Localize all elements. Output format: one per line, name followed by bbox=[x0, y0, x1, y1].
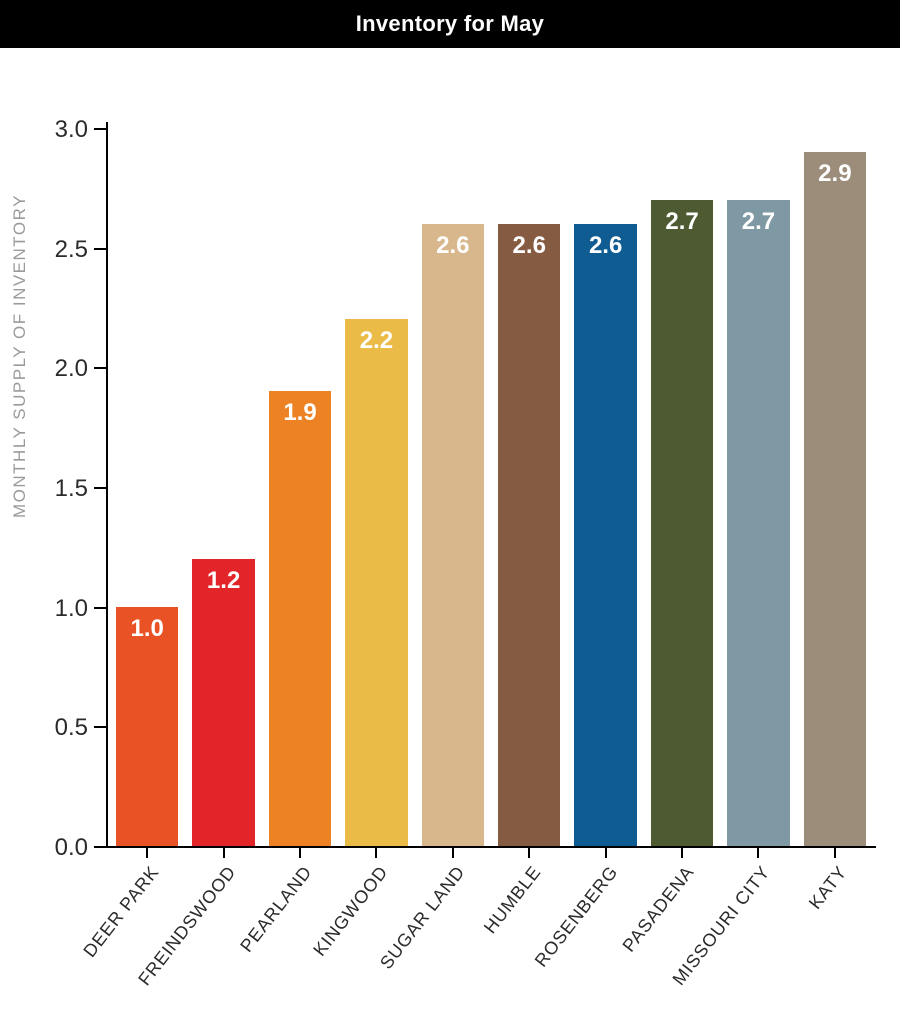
y-tick bbox=[94, 487, 106, 489]
y-tick bbox=[94, 846, 106, 848]
bar-slot: 2.6 bbox=[574, 128, 636, 846]
bar: 1.9 bbox=[269, 391, 331, 846]
bar: 2.9 bbox=[804, 152, 866, 846]
bar-value-label: 1.0 bbox=[131, 615, 164, 643]
x-tick bbox=[757, 848, 759, 858]
bar-slot: 1.9 bbox=[269, 128, 331, 846]
x-tick bbox=[146, 848, 148, 858]
x-axis-label: KATY bbox=[805, 862, 852, 913]
bar: 2.6 bbox=[422, 224, 484, 846]
y-tick-label: 2.0 bbox=[55, 355, 88, 383]
bar: 1.0 bbox=[116, 607, 178, 846]
bar: 2.7 bbox=[651, 200, 713, 846]
x-tick bbox=[528, 848, 530, 858]
y-tick bbox=[94, 367, 106, 369]
x-axis-label: DEER PARK bbox=[80, 862, 164, 962]
y-tick bbox=[94, 607, 106, 609]
bar-slot: 2.6 bbox=[498, 128, 560, 846]
bar: 2.6 bbox=[498, 224, 560, 846]
bar-value-label: 2.2 bbox=[360, 327, 393, 355]
bar-value-label: 2.7 bbox=[742, 208, 775, 236]
y-tick-label: 1.5 bbox=[55, 475, 88, 503]
bar-value-label: 1.9 bbox=[283, 399, 316, 427]
bar-value-label: 2.6 bbox=[436, 232, 469, 260]
x-label-slot: KATY bbox=[804, 858, 866, 1018]
x-tick bbox=[223, 848, 225, 858]
bar: 2.7 bbox=[727, 200, 789, 846]
y-tick bbox=[94, 248, 106, 250]
bar-value-label: 2.6 bbox=[589, 232, 622, 260]
chart-container: MONTHLY SUPPLY OF INVENTORY 0.0 0.5 1.0 1.5… bbox=[0, 48, 900, 1026]
bar-value-label: 2.6 bbox=[513, 232, 546, 260]
y-tick bbox=[94, 128, 106, 130]
x-tick bbox=[375, 848, 377, 858]
y-axis-label: MONTHLY SUPPLY OF INVENTORY bbox=[10, 194, 30, 518]
bar: 1.2 bbox=[192, 559, 254, 846]
bar-slot: 2.9 bbox=[804, 128, 866, 846]
bar-slot: 1.0 bbox=[116, 128, 178, 846]
x-tick bbox=[452, 848, 454, 858]
x-axis-line bbox=[106, 846, 876, 848]
y-tick-label: 0.5 bbox=[55, 714, 88, 742]
x-tick bbox=[681, 848, 683, 858]
y-tick bbox=[94, 726, 106, 728]
x-tick bbox=[299, 848, 301, 858]
y-tick-label: 1.0 bbox=[55, 595, 88, 623]
bar-slot: 2.6 bbox=[422, 128, 484, 846]
y-tick-label: 3.0 bbox=[55, 116, 88, 144]
x-tick bbox=[834, 848, 836, 858]
bar-slot: 2.2 bbox=[345, 128, 407, 846]
bar-value-label: 1.2 bbox=[207, 567, 240, 595]
bar-value-label: 2.7 bbox=[665, 208, 698, 236]
plot-area: 0.00.51.01.52.02.53.0 1.01.21.92.22.62.6… bbox=[106, 128, 876, 848]
bar-slot: 1.2 bbox=[192, 128, 254, 846]
x-axis-label: HUMBLE bbox=[480, 862, 546, 938]
x-label-slot: SUGAR LAND bbox=[422, 858, 484, 1018]
x-tick bbox=[605, 848, 607, 858]
x-label-slot: MISSOURI CITY bbox=[727, 858, 789, 1018]
bar: 2.2 bbox=[345, 319, 407, 846]
bar-value-label: 2.9 bbox=[818, 160, 851, 188]
bars-group: 1.0 1.2 1.9 2.2 2.6 2.6 2.6 2.7 2.7 2.9 bbox=[106, 128, 876, 846]
x-labels-group: DEER PARKFREINDSWOODPEARLANDKINGWOODSUGA… bbox=[106, 858, 876, 1018]
y-tick-label: 0.0 bbox=[55, 834, 88, 862]
bar-slot: 2.7 bbox=[651, 128, 713, 846]
bar-slot: 2.7 bbox=[727, 128, 789, 846]
y-tick-label: 2.5 bbox=[55, 236, 88, 264]
chart-title: Inventory for May bbox=[0, 0, 900, 48]
bar: 2.6 bbox=[574, 224, 636, 846]
